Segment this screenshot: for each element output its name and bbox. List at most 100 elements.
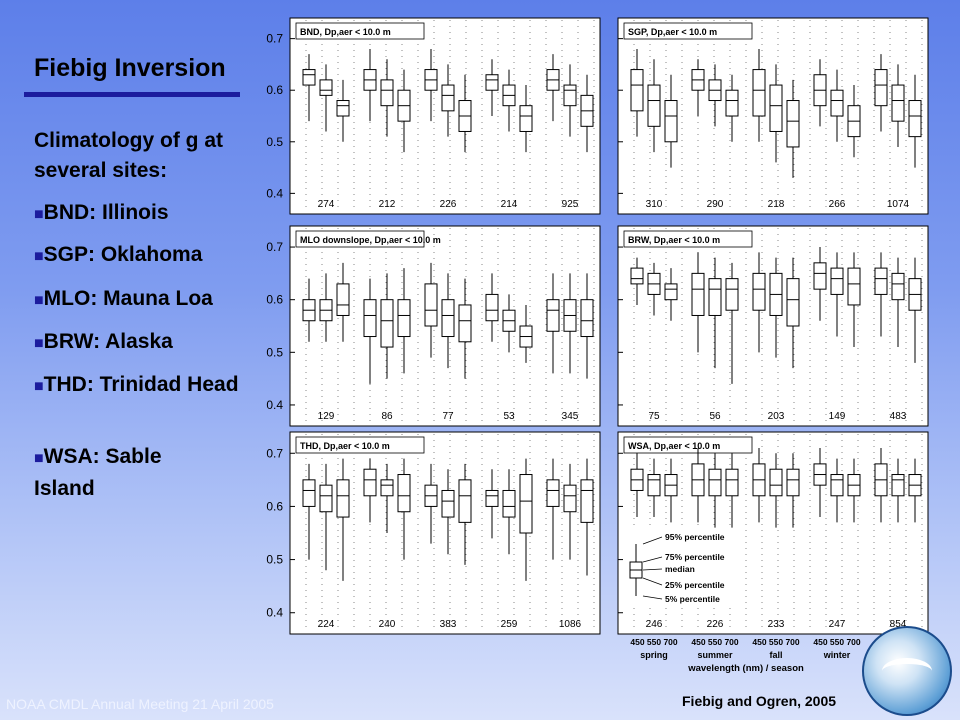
count-label: 77 xyxy=(442,411,454,422)
panel-wsa xyxy=(617,431,929,635)
box xyxy=(485,489,499,507)
box xyxy=(485,293,499,322)
box xyxy=(813,262,827,290)
box xyxy=(908,100,922,138)
box xyxy=(380,479,394,497)
count-label: 218 xyxy=(768,199,785,210)
box xyxy=(830,474,844,497)
y-tick-label: 0.5 xyxy=(266,135,283,149)
count-label: 149 xyxy=(829,411,846,422)
site-item-wsa: ■WSA: Sable Island xyxy=(34,442,214,504)
box xyxy=(769,84,783,132)
legend-leader xyxy=(642,536,663,545)
count-label: 259 xyxy=(501,619,518,630)
bullet-icon: ■ xyxy=(34,378,44,395)
box xyxy=(336,100,350,117)
y-tick-label: 0.7 xyxy=(266,446,283,460)
y-tick-label: 0.6 xyxy=(266,293,283,307)
count-label: 247 xyxy=(829,619,846,630)
box xyxy=(647,474,661,497)
count-label: 345 xyxy=(562,411,579,422)
box xyxy=(874,69,888,107)
box xyxy=(830,267,844,295)
y-tick-label: 0.6 xyxy=(266,83,283,97)
site-label: BND: Illinois xyxy=(43,201,169,224)
panel-label-box xyxy=(295,22,425,40)
box xyxy=(546,479,560,507)
panel-frame xyxy=(617,225,929,427)
noaa-logo xyxy=(862,626,952,716)
count-label: 310 xyxy=(646,199,663,210)
box xyxy=(725,278,739,311)
box xyxy=(630,69,644,112)
panel-label-box xyxy=(623,230,753,248)
footer-meeting: NOAA CMDL Annual Meeting 21 April 2005 xyxy=(6,696,274,712)
title-underline xyxy=(24,92,240,97)
count-label: 53 xyxy=(503,411,515,422)
count-label: 129 xyxy=(318,411,335,422)
y-tick-label: 0.5 xyxy=(266,553,283,567)
count-label: 214 xyxy=(501,199,518,210)
legend-label: 25% percentile xyxy=(665,580,725,590)
legend-leader xyxy=(642,577,663,586)
site-item-thd: ■THD: Trinidad Head xyxy=(34,370,264,402)
panel-label: SGP, Dp,aer < 10.0 m xyxy=(628,27,717,37)
box xyxy=(891,474,905,497)
box xyxy=(708,278,722,316)
box xyxy=(380,79,394,107)
count-label: 383 xyxy=(440,619,457,630)
box xyxy=(580,299,594,338)
box xyxy=(441,84,455,112)
y-tick-label: 0.6 xyxy=(266,499,283,513)
season-label: spring xyxy=(640,650,668,660)
box xyxy=(647,84,661,127)
count-label: 925 xyxy=(562,199,579,210)
wavelength-tick-label: 450 550 700 xyxy=(813,637,861,647)
count-label: 86 xyxy=(381,411,393,422)
box xyxy=(786,100,800,148)
box xyxy=(847,267,861,306)
bullet-icon: ■ xyxy=(34,292,44,309)
panel-frame xyxy=(289,431,601,635)
panel-sgp xyxy=(617,17,929,215)
footer-citation: Fiebig and Ogren, 2005 xyxy=(682,693,837,709)
box xyxy=(380,299,394,348)
box xyxy=(725,468,739,497)
box xyxy=(752,272,766,311)
panel-brw xyxy=(617,225,929,427)
box xyxy=(769,468,783,497)
bird-icon xyxy=(882,658,932,684)
panel-label-box xyxy=(295,230,425,248)
site-item-brw: ■BRW: Alaska xyxy=(34,327,264,359)
box xyxy=(563,484,577,513)
site-label: THD: Trinidad Head xyxy=(43,373,239,396)
box xyxy=(336,479,350,518)
panel-label: THD, Dp,aer < 10.0 m xyxy=(300,441,390,451)
box xyxy=(363,468,377,497)
legend-leader xyxy=(642,595,663,600)
wavelength-tick-label: 450 550 700 xyxy=(691,637,739,647)
box xyxy=(458,304,472,343)
bullet-icon: ■ xyxy=(34,450,44,467)
box xyxy=(424,283,438,327)
legend-label: median xyxy=(665,564,695,574)
count-label: 240 xyxy=(379,619,396,630)
y-tick-label: 0.7 xyxy=(266,32,283,46)
box xyxy=(664,100,678,143)
legend-bg xyxy=(624,530,740,608)
count-label: 266 xyxy=(829,199,846,210)
count-label: 226 xyxy=(440,199,457,210)
box xyxy=(458,479,472,523)
box xyxy=(786,468,800,497)
season-label: winter xyxy=(823,650,851,660)
y-tick-label: 0.4 xyxy=(266,606,283,620)
box xyxy=(691,272,705,316)
y-tick-label: 0.4 xyxy=(266,186,283,200)
x-axis-title: wavelength (nm) / season xyxy=(687,663,804,674)
box xyxy=(830,89,844,117)
box xyxy=(708,468,722,497)
box xyxy=(519,474,533,534)
box xyxy=(319,79,333,96)
panel-label-box xyxy=(623,22,753,40)
